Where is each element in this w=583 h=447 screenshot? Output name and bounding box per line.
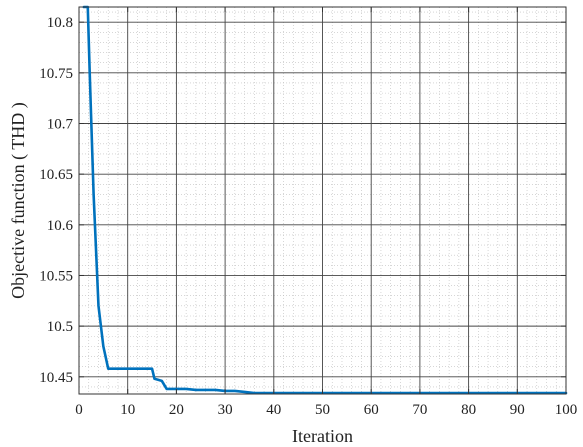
y-tick-label: 10.5 (47, 319, 73, 335)
y-tick-labels: 10.45 10.5 10.55 10.6 10.65 10.7 10.75 10.8 (39, 15, 73, 386)
y-tick-label: 10.45 (39, 370, 73, 386)
x-tick-label: 70 (412, 402, 427, 418)
y-tick-label: 10.8 (47, 15, 73, 31)
x-tick-label: 60 (364, 402, 379, 418)
x-tick-labels: 0 10 20 30 40 50 60 70 80 90 100 (75, 402, 577, 418)
x-tick-label: 10 (120, 402, 135, 418)
x-tick-label: 0 (75, 402, 83, 418)
x-tick-label: 80 (461, 402, 476, 418)
y-tick-label: 10.75 (39, 66, 73, 82)
x-tick-label: 100 (555, 402, 578, 418)
y-tick-label: 10.7 (47, 117, 74, 133)
x-axis-label: Iteration (292, 426, 353, 446)
y-axis-label: Objective function ( THD ) (8, 102, 29, 299)
x-tick-label: 20 (169, 402, 184, 418)
y-tick-label: 10.55 (39, 268, 73, 284)
tick-marks (78, 7, 567, 394)
x-tick-label: 90 (510, 402, 525, 418)
x-tick-label: 30 (218, 402, 233, 418)
y-tick-label: 10.65 (39, 167, 73, 183)
major-grid (79, 7, 566, 394)
x-tick-label: 40 (266, 402, 281, 418)
x-tick-label: 50 (315, 402, 330, 418)
y-tick-label: 10.6 (47, 218, 74, 234)
